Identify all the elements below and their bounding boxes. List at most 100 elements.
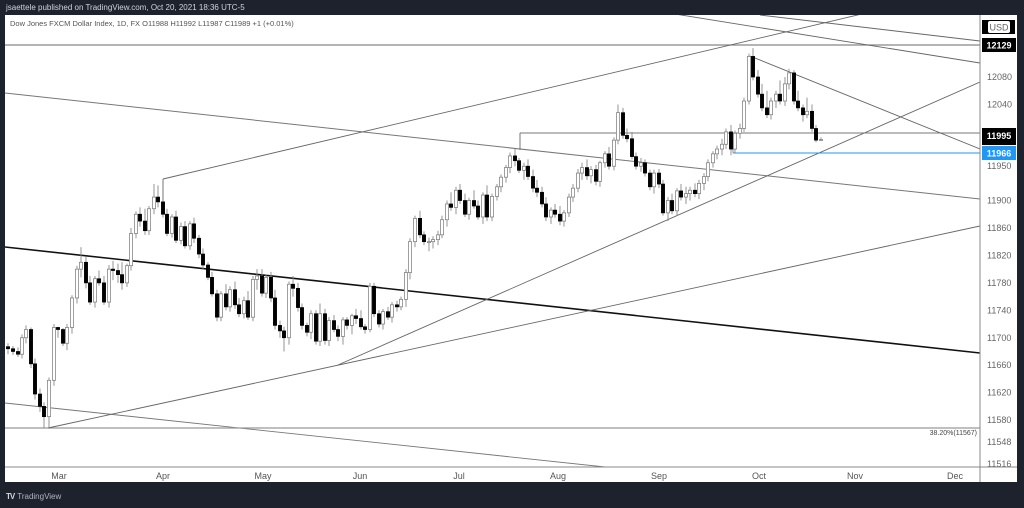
- candle: [558, 213, 562, 222]
- time-tick: Apr: [156, 471, 170, 481]
- candle: [657, 172, 661, 185]
- candle: [576, 172, 580, 189]
- candle: [594, 169, 598, 182]
- candle: [197, 237, 201, 255]
- candle: [161, 201, 165, 215]
- time-tick: Dec: [947, 471, 964, 481]
- price-label-11966: [982, 146, 1016, 160]
- candle: [251, 279, 255, 318]
- candle: [769, 100, 773, 116]
- candle: [454, 189, 458, 208]
- candle: [341, 319, 345, 337]
- candle: [38, 393, 42, 407]
- candle: [309, 313, 313, 333]
- candle: [675, 190, 679, 212]
- trend-line[interactable]: [759, 15, 980, 42]
- candle: [706, 162, 710, 177]
- price-tick: 11548: [987, 437, 1011, 447]
- tradingview-brand-label: TradingView: [17, 492, 62, 501]
- candle: [170, 216, 174, 234]
- price-tick: 11820: [987, 250, 1011, 260]
- trend-line[interactable]: [47, 225, 980, 429]
- candle: [111, 268, 115, 271]
- candle: [801, 107, 805, 116]
- candle: [300, 307, 304, 326]
- candle: [79, 261, 83, 270]
- candle: [729, 131, 733, 150]
- time-tick: Nov: [847, 471, 864, 481]
- candle: [765, 107, 769, 116]
- candle: [70, 297, 74, 328]
- candle: [156, 196, 160, 203]
- candle: [440, 219, 444, 236]
- candle: [390, 304, 394, 318]
- trend-line[interactable]: [5, 402, 606, 467]
- price-tick: 11516: [987, 459, 1011, 469]
- candle: [445, 203, 449, 221]
- candle: [29, 329, 33, 365]
- trend-line[interactable]: [337, 81, 980, 366]
- candle: [589, 169, 593, 177]
- candle: [188, 223, 192, 247]
- candle: [778, 93, 782, 102]
- candle: [724, 131, 728, 145]
- time-tick: May: [254, 471, 272, 481]
- candle: [427, 241, 431, 244]
- trend-line[interactable]: [650, 10, 980, 64]
- drawings-layer: [5, 5, 980, 467]
- price-tick: 11900: [987, 196, 1011, 206]
- candle: [607, 153, 611, 167]
- candle: [738, 128, 742, 134]
- candle: [485, 194, 489, 218]
- symbol-legend: Dow Jones FXCM Dollar Index, 1D, FX O119…: [10, 19, 294, 28]
- candle: [472, 200, 476, 207]
- candle: [413, 218, 417, 243]
- candle: [93, 278, 97, 303]
- candle: [61, 329, 65, 344]
- candle: [359, 318, 363, 328]
- candle: [787, 72, 791, 85]
- candle: [368, 285, 372, 330]
- svg-text:11995: 11995: [987, 131, 1012, 141]
- time-tick: Aug: [550, 471, 566, 481]
- candle: [630, 138, 634, 157]
- candle: [535, 187, 539, 193]
- trend-line[interactable]: [5, 92, 980, 200]
- candle: [255, 275, 259, 280]
- candle: [363, 326, 367, 330]
- candle: [143, 220, 147, 232]
- trend-line[interactable]: [749, 55, 980, 150]
- candle: [666, 200, 670, 214]
- candle: [585, 167, 589, 177]
- price-tick: 11700: [987, 333, 1011, 343]
- candle: [116, 270, 120, 275]
- candle: [16, 351, 20, 355]
- chart-frame[interactable]: [5, 15, 1017, 482]
- candle: [179, 226, 183, 241]
- candle: [422, 234, 426, 243]
- candle: [296, 287, 300, 308]
- candle: [47, 379, 51, 418]
- candle: [206, 264, 210, 278]
- time-tick: Oct: [752, 471, 767, 481]
- trend-line[interactable]: [5, 246, 980, 354]
- trend-line[interactable]: [162, 5, 900, 180]
- candle: [65, 327, 69, 344]
- candle: [634, 156, 638, 167]
- candle: [688, 189, 692, 195]
- candle: [720, 143, 724, 150]
- candle: [233, 289, 237, 306]
- price-tick: 12080: [987, 72, 1012, 82]
- candle: [684, 193, 688, 198]
- candle: [215, 293, 219, 318]
- candle: [138, 213, 142, 222]
- candle: [260, 275, 264, 294]
- candle: [372, 285, 376, 315]
- candle: [125, 265, 129, 284]
- candle: [332, 320, 336, 330]
- candle: [201, 253, 205, 266]
- candle: [711, 153, 715, 164]
- candle: [702, 176, 706, 184]
- candle: [571, 187, 575, 198]
